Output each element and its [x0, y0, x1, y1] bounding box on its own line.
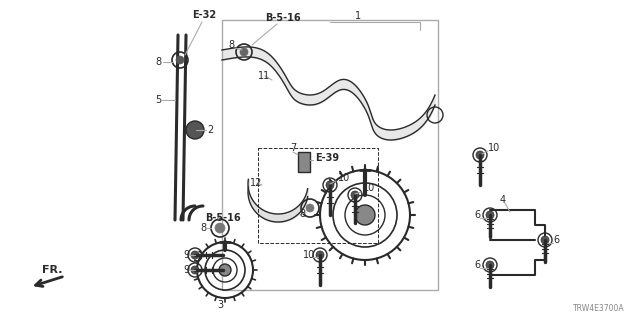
- Circle shape: [215, 223, 225, 233]
- Text: 9: 9: [183, 250, 189, 260]
- Text: 8: 8: [228, 40, 234, 50]
- Circle shape: [191, 251, 199, 259]
- Circle shape: [486, 211, 494, 219]
- Text: 9: 9: [183, 265, 189, 275]
- Circle shape: [176, 56, 184, 64]
- Text: 10: 10: [303, 250, 316, 260]
- Text: B-5-16: B-5-16: [265, 13, 301, 23]
- Circle shape: [240, 48, 248, 56]
- Text: 8: 8: [200, 223, 206, 233]
- Text: 5: 5: [155, 95, 161, 105]
- Circle shape: [186, 121, 204, 139]
- Text: 11: 11: [258, 71, 270, 81]
- Circle shape: [541, 236, 549, 244]
- Text: 3: 3: [217, 300, 223, 310]
- Bar: [222, 20, 438, 290]
- Circle shape: [476, 151, 484, 159]
- Text: E-32: E-32: [192, 10, 216, 20]
- Text: 2: 2: [207, 125, 213, 135]
- Text: B-5-16: B-5-16: [205, 213, 241, 223]
- Text: 1: 1: [355, 11, 361, 21]
- Text: 10: 10: [338, 173, 350, 183]
- Bar: [298, 152, 310, 172]
- Circle shape: [351, 191, 359, 199]
- Text: 10: 10: [363, 183, 375, 193]
- Text: 7: 7: [290, 143, 296, 153]
- Text: 6: 6: [474, 210, 480, 220]
- Circle shape: [191, 266, 199, 274]
- Circle shape: [326, 181, 334, 189]
- Circle shape: [316, 251, 324, 259]
- Text: 6: 6: [553, 235, 559, 245]
- Circle shape: [219, 264, 231, 276]
- Circle shape: [355, 205, 375, 225]
- Text: 12: 12: [250, 178, 262, 188]
- Text: 8: 8: [155, 57, 161, 67]
- Text: 10: 10: [488, 143, 500, 153]
- Text: 4: 4: [500, 195, 506, 205]
- Text: 6: 6: [474, 260, 480, 270]
- Circle shape: [306, 204, 314, 212]
- Text: TRW4E3700A: TRW4E3700A: [573, 304, 625, 313]
- Text: E-39: E-39: [315, 153, 339, 163]
- Circle shape: [486, 261, 494, 269]
- Text: FR.: FR.: [42, 265, 62, 275]
- Text: 8: 8: [299, 209, 305, 219]
- Bar: [258, 148, 378, 243]
